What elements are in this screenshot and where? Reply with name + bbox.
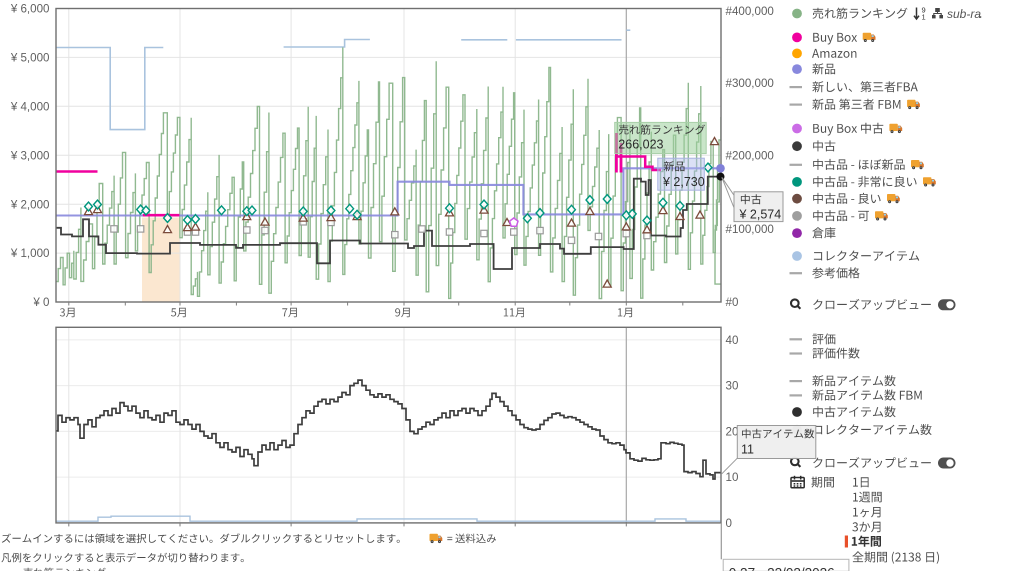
svg-text:9: 9 bbox=[922, 6, 926, 15]
svg-text:#400,000: #400,000 bbox=[726, 5, 774, 18]
svg-text:#100,000: #100,000 bbox=[726, 223, 774, 236]
svg-text:20: 20 bbox=[726, 426, 739, 439]
svg-text:¥ 2,000: ¥ 2,000 bbox=[10, 198, 50, 211]
svg-text:10: 10 bbox=[726, 471, 739, 484]
svg-text:11: 11 bbox=[741, 442, 754, 456]
svg-text:0: 0 bbox=[726, 517, 732, 530]
svg-text:266,023: 266,023 bbox=[618, 137, 663, 151]
svg-text:1: 1 bbox=[922, 12, 926, 21]
svg-text:¥ 1,000: ¥ 1,000 bbox=[10, 247, 50, 260]
svg-text:¥ 6,000: ¥ 6,000 bbox=[10, 3, 50, 16]
svg-text:¥ 5,000: ¥ 5,000 bbox=[10, 52, 50, 65]
svg-text:30: 30 bbox=[726, 380, 739, 393]
svg-text:¥ 2,730: ¥ 2,730 bbox=[662, 175, 705, 189]
svg-text:¥ 4,000: ¥ 4,000 bbox=[10, 100, 50, 113]
svg-text:#0: #0 bbox=[726, 296, 739, 309]
svg-text:#300,000: #300,000 bbox=[726, 77, 774, 90]
svg-text:¥ 2,574: ¥ 2,574 bbox=[739, 207, 782, 221]
svg-text:¥ 3,000: ¥ 3,000 bbox=[10, 149, 50, 162]
svg-text:¥ 0: ¥ 0 bbox=[32, 296, 49, 309]
svg-text:40: 40 bbox=[726, 334, 739, 347]
svg-text:0.27 - 22/02/2026: 0.27 - 22/02/2026 bbox=[729, 565, 835, 571]
svg-text:sub-ra: sub-ra bbox=[947, 7, 981, 21]
svg-text:#200,000: #200,000 bbox=[726, 150, 774, 163]
